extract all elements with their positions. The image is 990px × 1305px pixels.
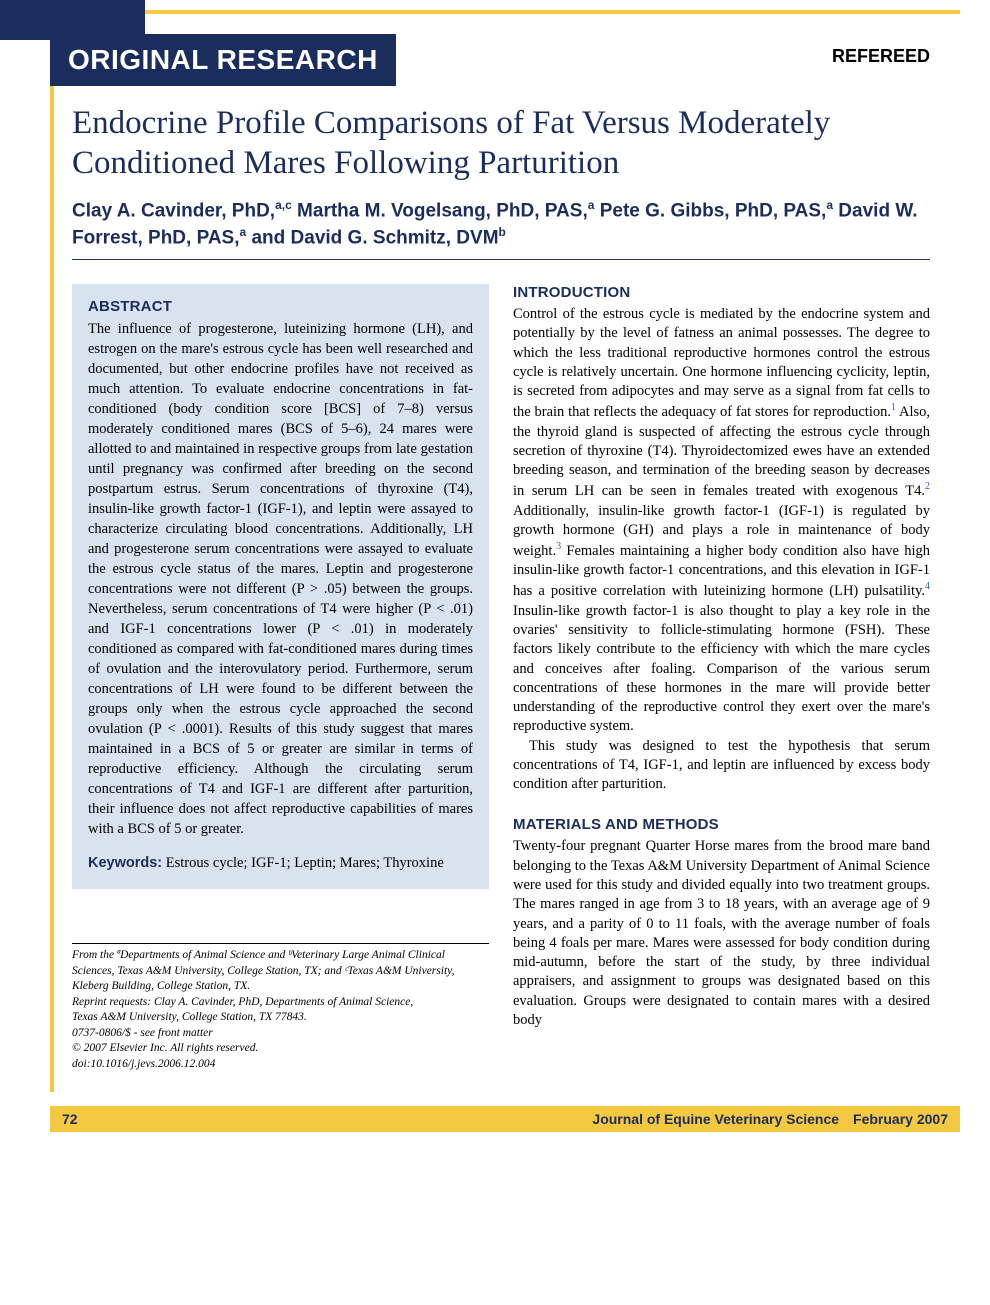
introduction-body: Control of the estrous cycle is mediated… <box>513 305 930 794</box>
introduction-heading: INTRODUCTION <box>513 284 930 301</box>
footnotes: From the ªDepartments of Animal Science … <box>72 943 489 1072</box>
footnote-line: Sciences, Texas A&M University, College … <box>72 964 489 980</box>
page-footer: 72 Journal of Equine Veterinary Science … <box>50 1106 960 1132</box>
methods-p1: Twenty-four pregnant Quarter Horse mares… <box>513 838 930 1028</box>
intro-p2: This study was designed to test the hypo… <box>513 737 930 795</box>
header-row: ORIGINAL RESEARCH REFEREED <box>54 34 960 86</box>
article-type-badge: ORIGINAL RESEARCH <box>50 34 396 86</box>
corner-block <box>0 0 145 40</box>
footnote-line: From the ªDepartments of Animal Science … <box>72 948 489 964</box>
page-frame: ORIGINAL RESEARCH REFEREED Endocrine Pro… <box>50 10 960 1092</box>
keywords-text: Estrous cycle; IGF-1; Leptin; Mares; Thy… <box>162 855 444 871</box>
right-column: INTRODUCTION Control of the estrous cycl… <box>513 284 930 1072</box>
footnote-line: Kleberg Building, College Station, TX. <box>72 979 489 995</box>
author-list: Clay A. Cavinder, PhD,a,c Martha M. Voge… <box>72 197 930 251</box>
title-divider <box>72 259 930 260</box>
article-title: Endocrine Profile Comparisons of Fat Ver… <box>72 104 930 183</box>
footnote-line: Texas A&M University, College Station, T… <box>72 1010 489 1026</box>
footnote-line: © 2007 Elsevier Inc. All rights reserved… <box>72 1041 489 1057</box>
footnote-line: Reprint requests: Clay A. Cavinder, PhD,… <box>72 995 489 1011</box>
two-column-layout: ABSTRACT The influence of progesterone, … <box>72 284 930 1072</box>
left-column: ABSTRACT The influence of progesterone, … <box>72 284 489 1072</box>
page-number: 72 <box>62 1111 78 1127</box>
journal-info: Journal of Equine Veterinary Science Feb… <box>592 1111 948 1127</box>
methods-heading: MATERIALS AND METHODS <box>513 816 930 833</box>
abstract-text: The influence of progesterone, luteinizi… <box>88 319 473 839</box>
abstract-heading: ABSTRACT <box>88 298 473 315</box>
methods-body: Twenty-four pregnant Quarter Horse mares… <box>513 837 930 1030</box>
footnote-line: doi:10.1016/j.jevs.2006.12.004 <box>72 1057 489 1073</box>
refereed-label: REFEREED <box>832 46 930 67</box>
intro-p1: Control of the estrous cycle is mediated… <box>513 306 930 734</box>
abstract-box: ABSTRACT The influence of progesterone, … <box>72 284 489 889</box>
keywords-label: Keywords: <box>88 855 162 871</box>
footnote-line: 0737-0806/$ - see front matter <box>72 1026 489 1042</box>
keywords-line: Keywords: Estrous cycle; IGF-1; Leptin; … <box>88 853 473 873</box>
